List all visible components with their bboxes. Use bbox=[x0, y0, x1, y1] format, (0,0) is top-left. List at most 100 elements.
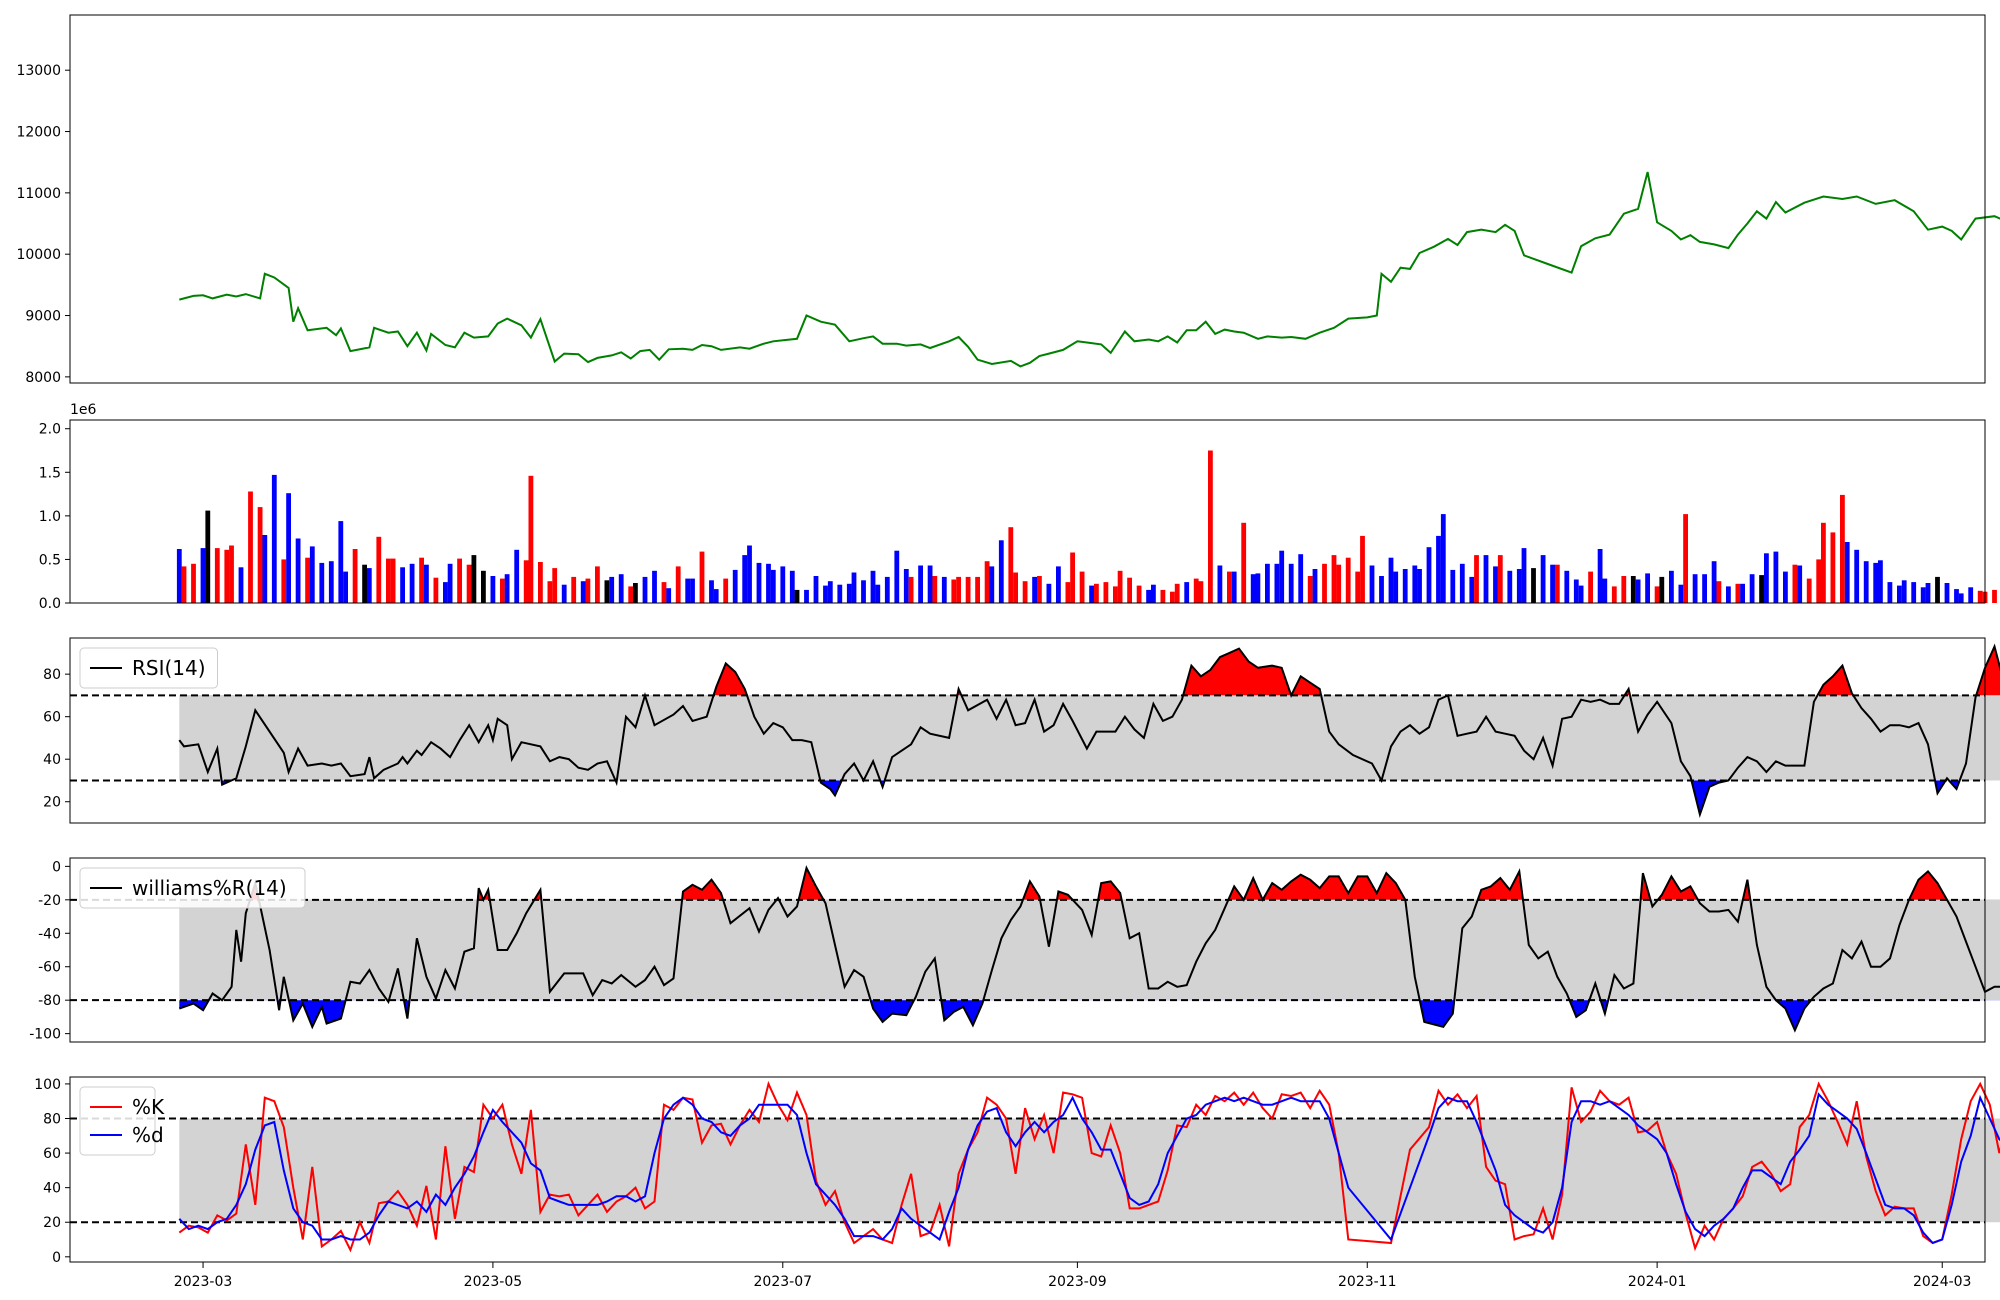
volume-bar bbox=[1046, 583, 1052, 603]
volume-bar bbox=[1474, 555, 1479, 603]
y-tick-label: 1.0 bbox=[39, 509, 61, 525]
volume-bar bbox=[319, 562, 325, 603]
y-tick-label: 40 bbox=[43, 1181, 61, 1197]
volume-bar bbox=[1635, 579, 1641, 603]
series-line-williamsr14 bbox=[178, 865, 2000, 1033]
volume-bar bbox=[1022, 581, 1028, 603]
y-tick-label: 10000 bbox=[16, 247, 61, 263]
y-tick-label: -60 bbox=[38, 960, 61, 976]
volume-bar bbox=[1573, 579, 1579, 603]
volume-bar bbox=[1117, 570, 1123, 603]
y-tick-label: 13000 bbox=[16, 63, 61, 79]
x-tick-label: 2023-03 bbox=[174, 1274, 233, 1290]
volume-bar bbox=[908, 576, 914, 603]
volume-bar bbox=[1901, 580, 1907, 603]
volume-bar bbox=[1711, 561, 1717, 603]
x-tick-label: 2023-05 bbox=[464, 1274, 523, 1290]
y-tick-label: 8000 bbox=[25, 370, 61, 386]
volume-bar bbox=[1683, 514, 1688, 603]
axes-frame bbox=[69, 637, 1986, 824]
volume-bar bbox=[652, 570, 657, 603]
volume-bar bbox=[538, 562, 543, 603]
volume-bar bbox=[870, 570, 876, 603]
y-tick-label: 0.0 bbox=[39, 596, 61, 612]
volume-bar bbox=[927, 565, 933, 603]
volume-bar bbox=[1554, 564, 1560, 603]
legend: %K %d bbox=[79, 1086, 165, 1156]
volume-bar bbox=[918, 565, 923, 603]
volume-bar bbox=[1954, 589, 1959, 603]
volume-bar bbox=[604, 580, 610, 603]
volume-bar bbox=[1749, 574, 1755, 603]
volume-bar bbox=[281, 559, 287, 603]
volume-bar bbox=[984, 561, 990, 603]
volume-bar bbox=[1307, 576, 1313, 603]
volume-bar bbox=[481, 570, 486, 603]
volume-bar bbox=[1935, 576, 1940, 603]
volume-bar bbox=[1735, 583, 1741, 603]
volume-bar bbox=[504, 574, 510, 603]
volume-bar bbox=[1483, 555, 1489, 603]
volume-bar bbox=[951, 579, 957, 603]
volume-bar bbox=[1578, 585, 1584, 603]
y-tick-label: 100 bbox=[34, 1077, 61, 1093]
volume-bar bbox=[1654, 586, 1660, 603]
volume-bar bbox=[618, 574, 624, 603]
volume-bar bbox=[528, 475, 534, 603]
volume-bar bbox=[628, 586, 634, 603]
oversold-fill bbox=[179, 1000, 1812, 1031]
price-panel: 8000 9000 10000 11000 12000 13000 bbox=[16, 14, 2000, 386]
volume-bar bbox=[176, 549, 182, 603]
volume-bar bbox=[642, 576, 648, 603]
volume-bar bbox=[685, 578, 691, 603]
volume-bar bbox=[1920, 587, 1926, 603]
volume-bar bbox=[1170, 591, 1175, 603]
volume-bar bbox=[1008, 527, 1014, 603]
volume-panel: 0.0 0.5 1.0 1.5 2.0 1e6 bbox=[39, 402, 1997, 612]
series-line-d bbox=[178, 1092, 2000, 1245]
series-line-k bbox=[178, 1080, 2000, 1253]
volume-bar bbox=[690, 578, 695, 603]
volume-bar bbox=[500, 578, 505, 603]
volume-bar bbox=[780, 566, 786, 603]
volume-bar bbox=[200, 548, 206, 603]
volume-bar bbox=[675, 566, 681, 603]
volume-bar bbox=[1241, 522, 1247, 603]
volume-bar bbox=[1345, 557, 1351, 603]
volume-bar bbox=[1797, 565, 1803, 603]
y-tick-label: 20 bbox=[43, 1215, 61, 1231]
volume-bar bbox=[490, 576, 496, 603]
volume-bar bbox=[1450, 569, 1456, 603]
volume-bar bbox=[1897, 585, 1902, 603]
volume-bar bbox=[941, 576, 947, 603]
y-tick-label: 0 bbox=[52, 859, 61, 875]
volume-bar bbox=[1417, 569, 1422, 603]
volume-bar bbox=[1255, 573, 1261, 603]
volume-bar bbox=[956, 576, 961, 603]
volume-bar bbox=[1013, 572, 1018, 603]
volume-bar bbox=[1146, 589, 1151, 603]
volume-bar bbox=[419, 557, 424, 603]
volume-bar bbox=[1113, 586, 1118, 603]
volume-bar bbox=[1037, 576, 1042, 603]
legend-box bbox=[79, 647, 218, 689]
volume-bar bbox=[1127, 577, 1132, 603]
volume-bar bbox=[1160, 589, 1166, 603]
volume-bar bbox=[1968, 587, 1974, 603]
volume-bar bbox=[1611, 586, 1617, 603]
volume-bar bbox=[1550, 564, 1555, 603]
volume-bar bbox=[1792, 564, 1798, 603]
volume-bar bbox=[362, 564, 367, 603]
volume-bar bbox=[1231, 571, 1237, 603]
volume-bar bbox=[1944, 583, 1950, 603]
volume-bar bbox=[238, 567, 244, 603]
volume-bar bbox=[789, 570, 795, 603]
volume-bar bbox=[1854, 549, 1860, 603]
volume-bar bbox=[1621, 576, 1627, 603]
volume-bar bbox=[823, 585, 828, 603]
neutral-band bbox=[179, 695, 2000, 781]
volume-bar bbox=[965, 576, 971, 603]
y-tick-label: 80 bbox=[43, 1111, 61, 1127]
y-tick-label: 80 bbox=[43, 667, 61, 683]
rsi-panel: 20 40 60 80 RSI(14) bbox=[43, 637, 2000, 824]
